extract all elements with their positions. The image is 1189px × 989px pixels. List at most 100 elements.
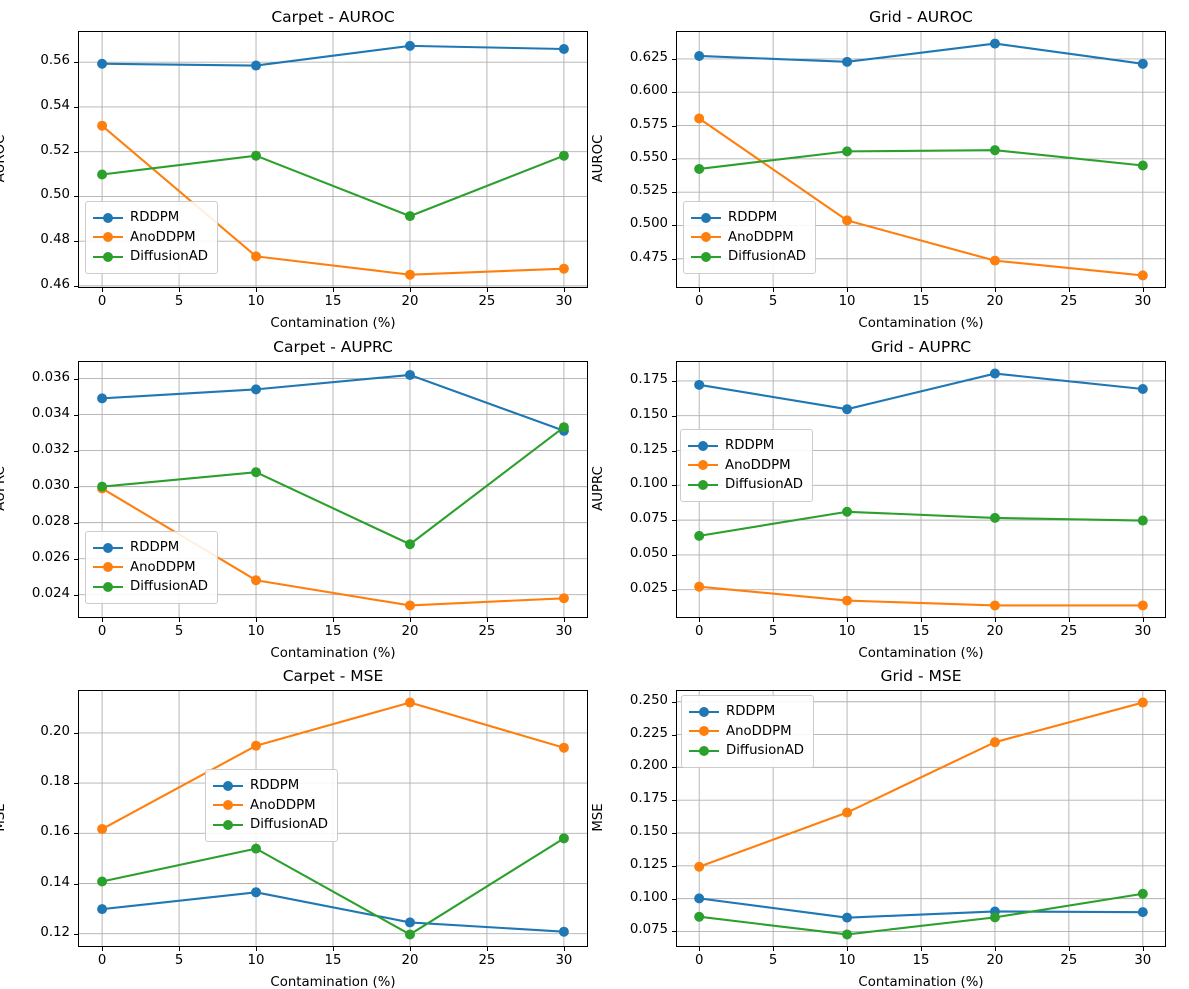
legend-item-anoddpm[interactable]: AnoDDPM [689,722,804,742]
legend-item-anoddpm[interactable]: AnoDDPM [213,796,328,816]
ytick-label: 0.175 [629,791,668,807]
xtick-label: 15 [912,953,930,968]
ytick-mark [672,767,676,769]
ytick-label: 0.150 [629,406,668,422]
ytick-label: 0.075 [629,922,668,938]
xtick-mark [486,947,488,951]
data-point [694,581,705,592]
data-point [97,904,108,915]
ytick-mark [74,106,78,108]
data-point [558,926,569,937]
ytick-label: 0.56 [40,53,70,69]
legend-line-swatch-icon [93,211,123,225]
legend-line-swatch-icon [688,439,718,453]
xtick-mark [773,618,775,622]
data-point [251,740,262,751]
data-point [989,512,1000,523]
ytick-mark [74,783,78,785]
data-point [404,211,415,222]
legend-item-anoddpm[interactable]: AnoDDPM [691,228,806,248]
series-anoddpm [694,113,1148,281]
legend-item-diffusionad[interactable]: DiffusionAD [689,741,804,761]
gridlines [677,362,1165,617]
legend-item-rddpm[interactable]: RDDPM [213,776,328,796]
panel-title-carpet-mse: Carpet - MSE [282,667,384,685]
series-diffusionad [97,150,569,222]
xtick-mark [699,947,701,951]
xtick-mark [256,288,258,292]
data-point [1137,160,1148,171]
data-point [404,600,415,611]
xtick-mark [179,618,181,622]
legend-grid-auroc: RDDPM AnoDDPM DiffusionAD [683,201,817,274]
data-point [97,58,108,69]
data-point [558,593,569,604]
ytick-label: 0.024 [31,585,70,601]
legend-carpet-auprc: RDDPM AnoDDPM DiffusionAD [85,531,219,604]
data-point [251,384,262,395]
xtick-mark [847,288,849,292]
legend-item-diffusionad[interactable]: DiffusionAD [213,815,328,835]
ytick-label: 0.50 [40,187,70,203]
xtick-label: 25 [478,294,496,309]
xtick-label: 15 [912,294,930,309]
legend-item-rddpm[interactable]: RDDPM [93,538,208,558]
legend-grid-mse: RDDPM AnoDDPM DiffusionAD [681,695,815,768]
data-point [404,40,415,51]
data-point [842,929,853,940]
legend-item-rddpm[interactable]: RDDPM [93,208,208,228]
legend-label: DiffusionAD [728,249,807,264]
plot-canvas-grid-auprc [677,362,1165,617]
series-rddpm [694,368,1148,415]
xtick-mark [486,288,488,292]
panel-title-carpet-auprc: Carpet - AUPRC [273,338,393,356]
data-point [1137,907,1148,918]
ytick-label: 0.52 [40,142,70,158]
xtick-mark [847,947,849,951]
xtick-label: 10 [247,624,265,639]
legend-item-anoddpm[interactable]: AnoDDPM [93,228,208,248]
data-point [404,369,415,380]
panel-title-grid-mse: Grid - MSE [880,667,962,685]
data-point [1137,270,1148,281]
xtick-label: 5 [174,953,184,968]
series-rddpm [694,38,1148,69]
legend-item-anoddpm[interactable]: AnoDDPM [688,456,803,476]
data-point [251,150,262,161]
data-point [251,251,262,262]
legend-item-rddpm[interactable]: RDDPM [689,702,804,722]
legend-item-diffusionad[interactable]: DiffusionAD [93,577,208,597]
legend-item-diffusionad[interactable]: DiffusionAD [93,247,208,267]
ytick-label: 0.050 [629,545,668,561]
legend-label: RDDPM [725,438,775,453]
ytick-label: 0.600 [629,83,668,99]
ytick-mark [672,450,676,452]
xtick-mark [699,618,701,622]
plot-canvas-grid-auroc [677,32,1165,287]
data-point [842,595,853,606]
ytick-label: 0.034 [31,405,70,421]
data-point [97,824,108,835]
data-point [842,146,853,157]
plot-canvas-carpet-auroc [79,32,587,287]
ytick-label: 0.14 [40,874,70,890]
data-point [1137,697,1148,708]
xtick-label: 30 [555,624,573,639]
legend-item-diffusionad[interactable]: DiffusionAD [691,247,806,267]
xtick-label: 30 [1134,953,1152,968]
legend-item-rddpm[interactable]: RDDPM [688,436,803,456]
legend-item-anoddpm[interactable]: AnoDDPM [93,558,208,578]
legend-label: DiffusionAD [250,817,329,832]
legend-item-rddpm[interactable]: RDDPM [691,208,806,228]
xtick-mark [847,618,849,622]
legend-item-diffusionad[interactable]: DiffusionAD [688,475,803,495]
xtick-mark [563,618,565,622]
xtick-mark [1068,288,1070,292]
xtick-mark [102,618,104,622]
xtick-label: 15 [324,953,342,968]
data-point [694,379,705,390]
data-point [251,60,262,71]
xtick-mark [921,618,922,622]
